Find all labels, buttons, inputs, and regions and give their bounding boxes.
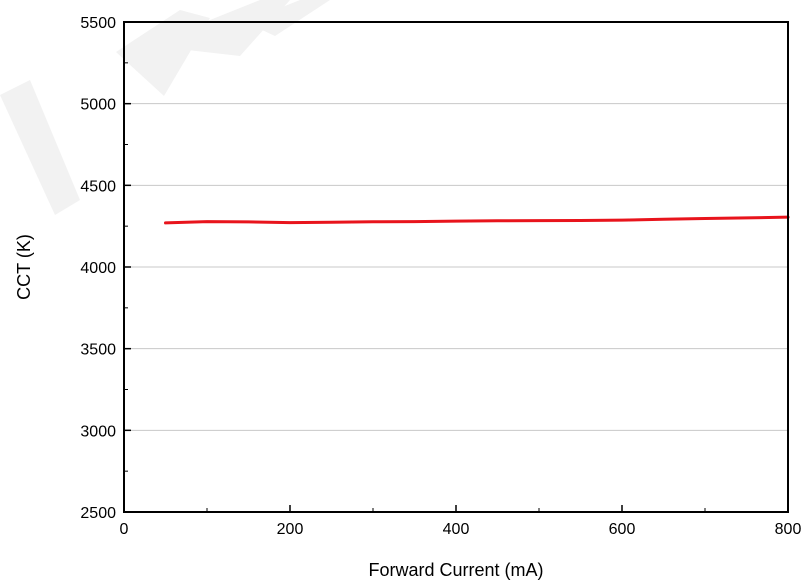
series-line-0 <box>164 215 790 225</box>
x-tick-label-400: 400 <box>443 521 470 538</box>
x-tick-label-0: 0 <box>120 521 129 538</box>
x-tick-label-600: 600 <box>609 521 636 538</box>
x-axis-ticks: 0 200 400 600 800 <box>120 505 802 538</box>
y-tick-label-2500: 2500 <box>80 505 116 522</box>
y-tick-label-5500: 5500 <box>80 15 116 32</box>
y-axis-title: CCT (K) <box>14 234 34 300</box>
y-tick-label-4000: 4000 <box>80 260 116 277</box>
y-tick-label-3500: 3500 <box>80 342 116 359</box>
x-tick-label-200: 200 <box>277 521 304 538</box>
watermark <box>0 0 330 215</box>
y-tick-label-3000: 3000 <box>80 423 116 440</box>
gridlines <box>124 103 788 431</box>
series-layer <box>164 215 790 225</box>
y-tick-label-4500: 4500 <box>80 178 116 195</box>
x-tick-label-800: 800 <box>775 521 802 538</box>
x-axis-title: Forward Current (mA) <box>368 560 543 580</box>
y-tick-label-5000: 5000 <box>80 97 116 114</box>
y-axis-ticks: 2500 3000 3500 4000 4500 5000 5500 <box>80 15 131 522</box>
